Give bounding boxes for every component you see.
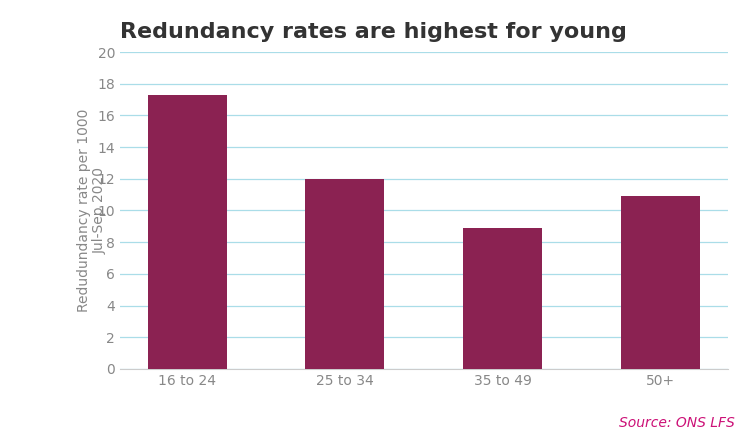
Text: Source: ONS LFS: Source: ONS LFS bbox=[620, 416, 735, 430]
Text: Redundancy rates are highest for young: Redundancy rates are highest for young bbox=[120, 22, 627, 42]
Bar bbox=[305, 179, 384, 369]
Bar bbox=[464, 228, 542, 369]
Bar bbox=[148, 95, 226, 369]
Bar bbox=[621, 196, 700, 369]
Y-axis label: Redudundancy rate per 1000
Jul-Sep 2020: Redudundancy rate per 1000 Jul-Sep 2020 bbox=[76, 109, 107, 312]
